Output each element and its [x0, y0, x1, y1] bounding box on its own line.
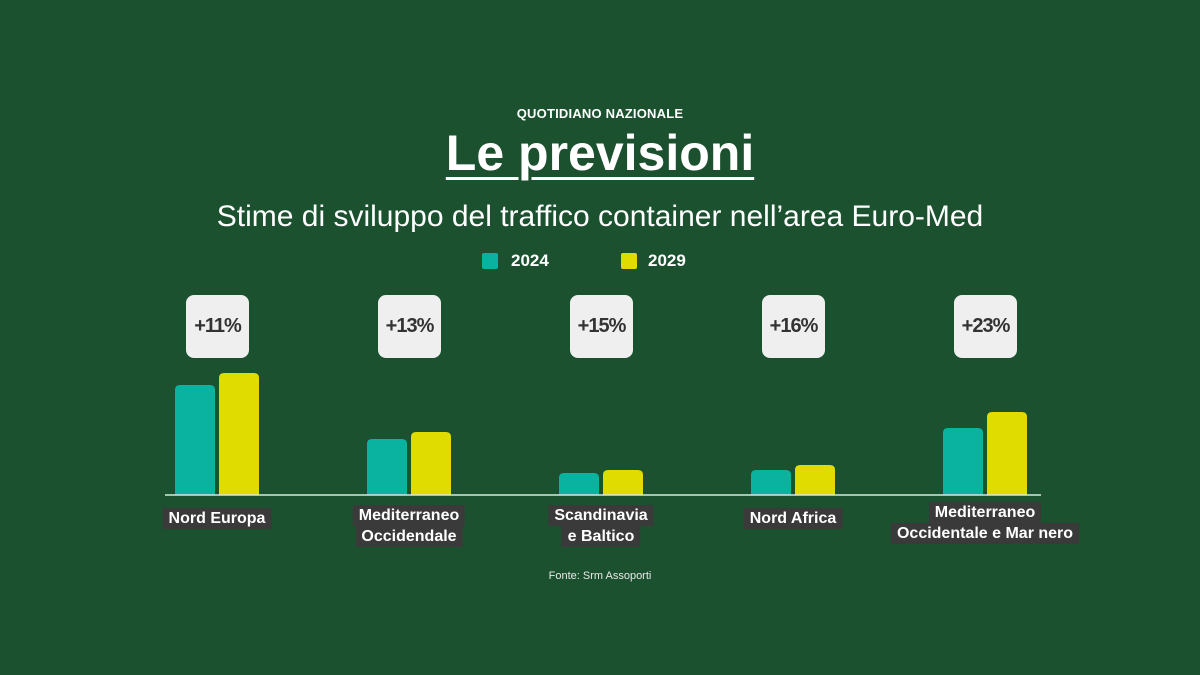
growth-badge: +11% [186, 295, 249, 358]
legend-label-2024: 2024 [511, 251, 549, 270]
chart-title-text: Le previsioni [445, 125, 755, 181]
growth-badge: +13% [378, 295, 441, 358]
bar-2029-3 [795, 465, 835, 495]
brand-label: QUOTIDIANO NAZIONALE [516, 106, 684, 121]
growth-badge: +15% [570, 295, 633, 358]
bar-2029-1 [411, 432, 451, 495]
bar-2029-2 [603, 470, 643, 495]
bar-2029-4 [987, 412, 1027, 495]
category-label: Scandinavia e Baltico [548, 505, 654, 547]
bar-2024-0 [175, 385, 215, 495]
bar-2024-2 [559, 473, 599, 495]
category-label: Mediterraneo Occidentale e Mar nero [890, 502, 1080, 544]
bar-2024-3 [751, 470, 791, 495]
category-label-text: Mediterraneo Occidendale [352, 505, 466, 547]
chart-title: Le previsioni [0, 124, 1200, 182]
category-label-text: Nord Africa [743, 508, 843, 529]
legend-swatch-2029 [621, 253, 637, 269]
legend-label-2029: 2029 [648, 251, 686, 270]
category-label: Nord Africa [743, 508, 843, 529]
category-label-text: Scandinavia e Baltico [548, 505, 654, 547]
growth-badge: +16% [762, 295, 825, 358]
legend-swatch-2024 [482, 253, 498, 269]
source-note: Fonte: Srm Assoporti [548, 570, 652, 582]
category-label-text: Nord Europa [162, 508, 272, 529]
bar-2024-1 [367, 439, 407, 495]
category-label-text: Mediterraneo Occidentale e Mar nero [890, 502, 1080, 544]
bar-2024-4 [943, 428, 983, 495]
bar-2029-0 [219, 373, 259, 495]
category-label: Nord Europa [162, 508, 272, 529]
category-label: Mediterraneo Occidendale [352, 505, 466, 547]
growth-badge: +23% [954, 295, 1017, 358]
chart-subtitle: Stime di sviluppo del traffico container… [216, 200, 984, 233]
